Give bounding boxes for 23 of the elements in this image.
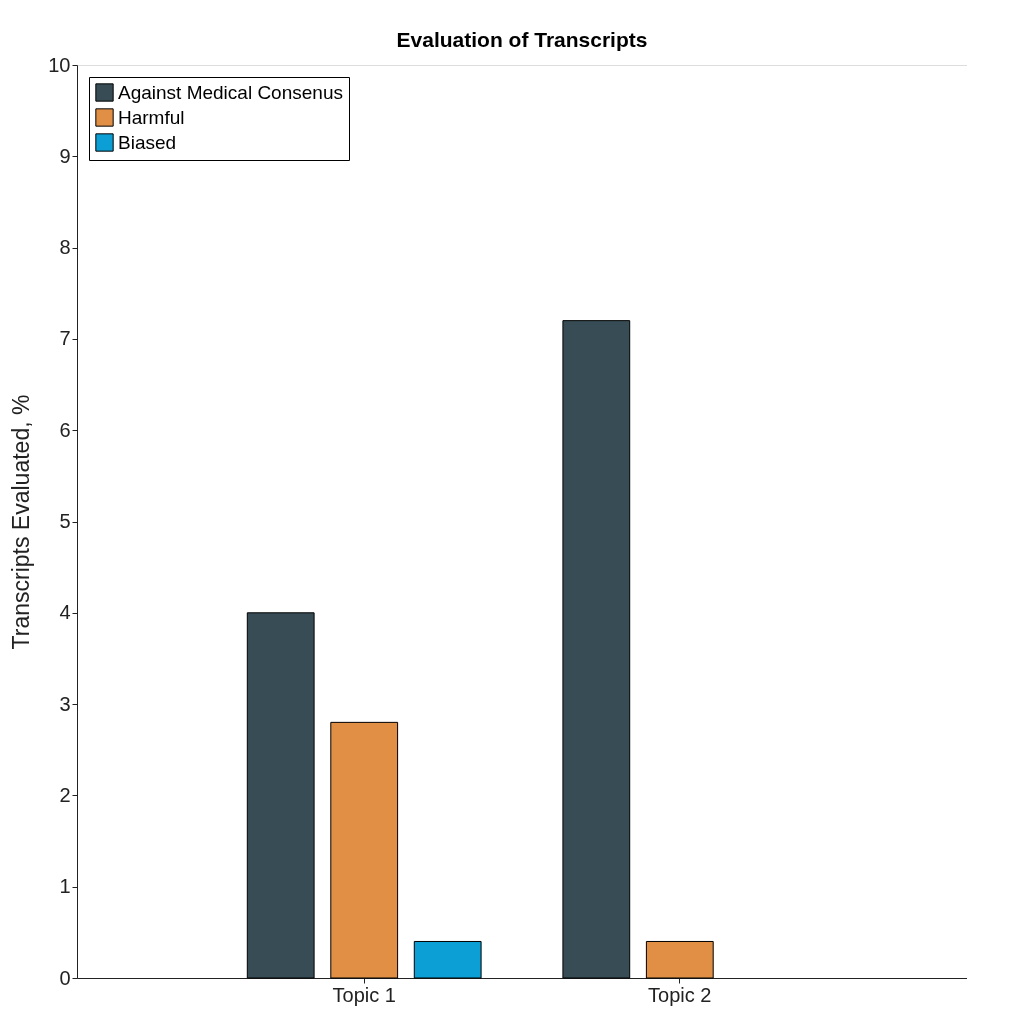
chart-title: Evaluation of Transcripts [396, 28, 648, 51]
bar [645, 940, 714, 979]
y-tick-label: 2 [59, 783, 71, 806]
x-tick-label: Topic 2 [648, 983, 712, 1006]
y-tick-label: 10 [48, 53, 71, 76]
legend-label: Against Medical Consenus [118, 81, 343, 103]
y-axis-title: Transcripts Evaluated, % [8, 394, 35, 650]
y-tick-label: 5 [59, 510, 71, 532]
bar [330, 721, 399, 979]
bar [562, 320, 631, 979]
bar [246, 612, 315, 979]
y-tick-label: 4 [59, 601, 71, 624]
x-tick-label: Topic 1 [332, 983, 396, 1006]
legend-label: Biased [118, 131, 177, 153]
y-tick-label: 7 [59, 327, 71, 350]
y-tick-label: 8 [59, 236, 71, 259]
legend-label: Harmful [118, 106, 185, 128]
y-tick-label: 6 [59, 418, 71, 441]
bar [413, 940, 482, 979]
y-tick-label: 0 [59, 966, 71, 989]
y-tick-label: 3 [59, 692, 71, 715]
y-tick-label: 1 [59, 875, 71, 898]
y-tick-label: 9 [59, 144, 71, 167]
